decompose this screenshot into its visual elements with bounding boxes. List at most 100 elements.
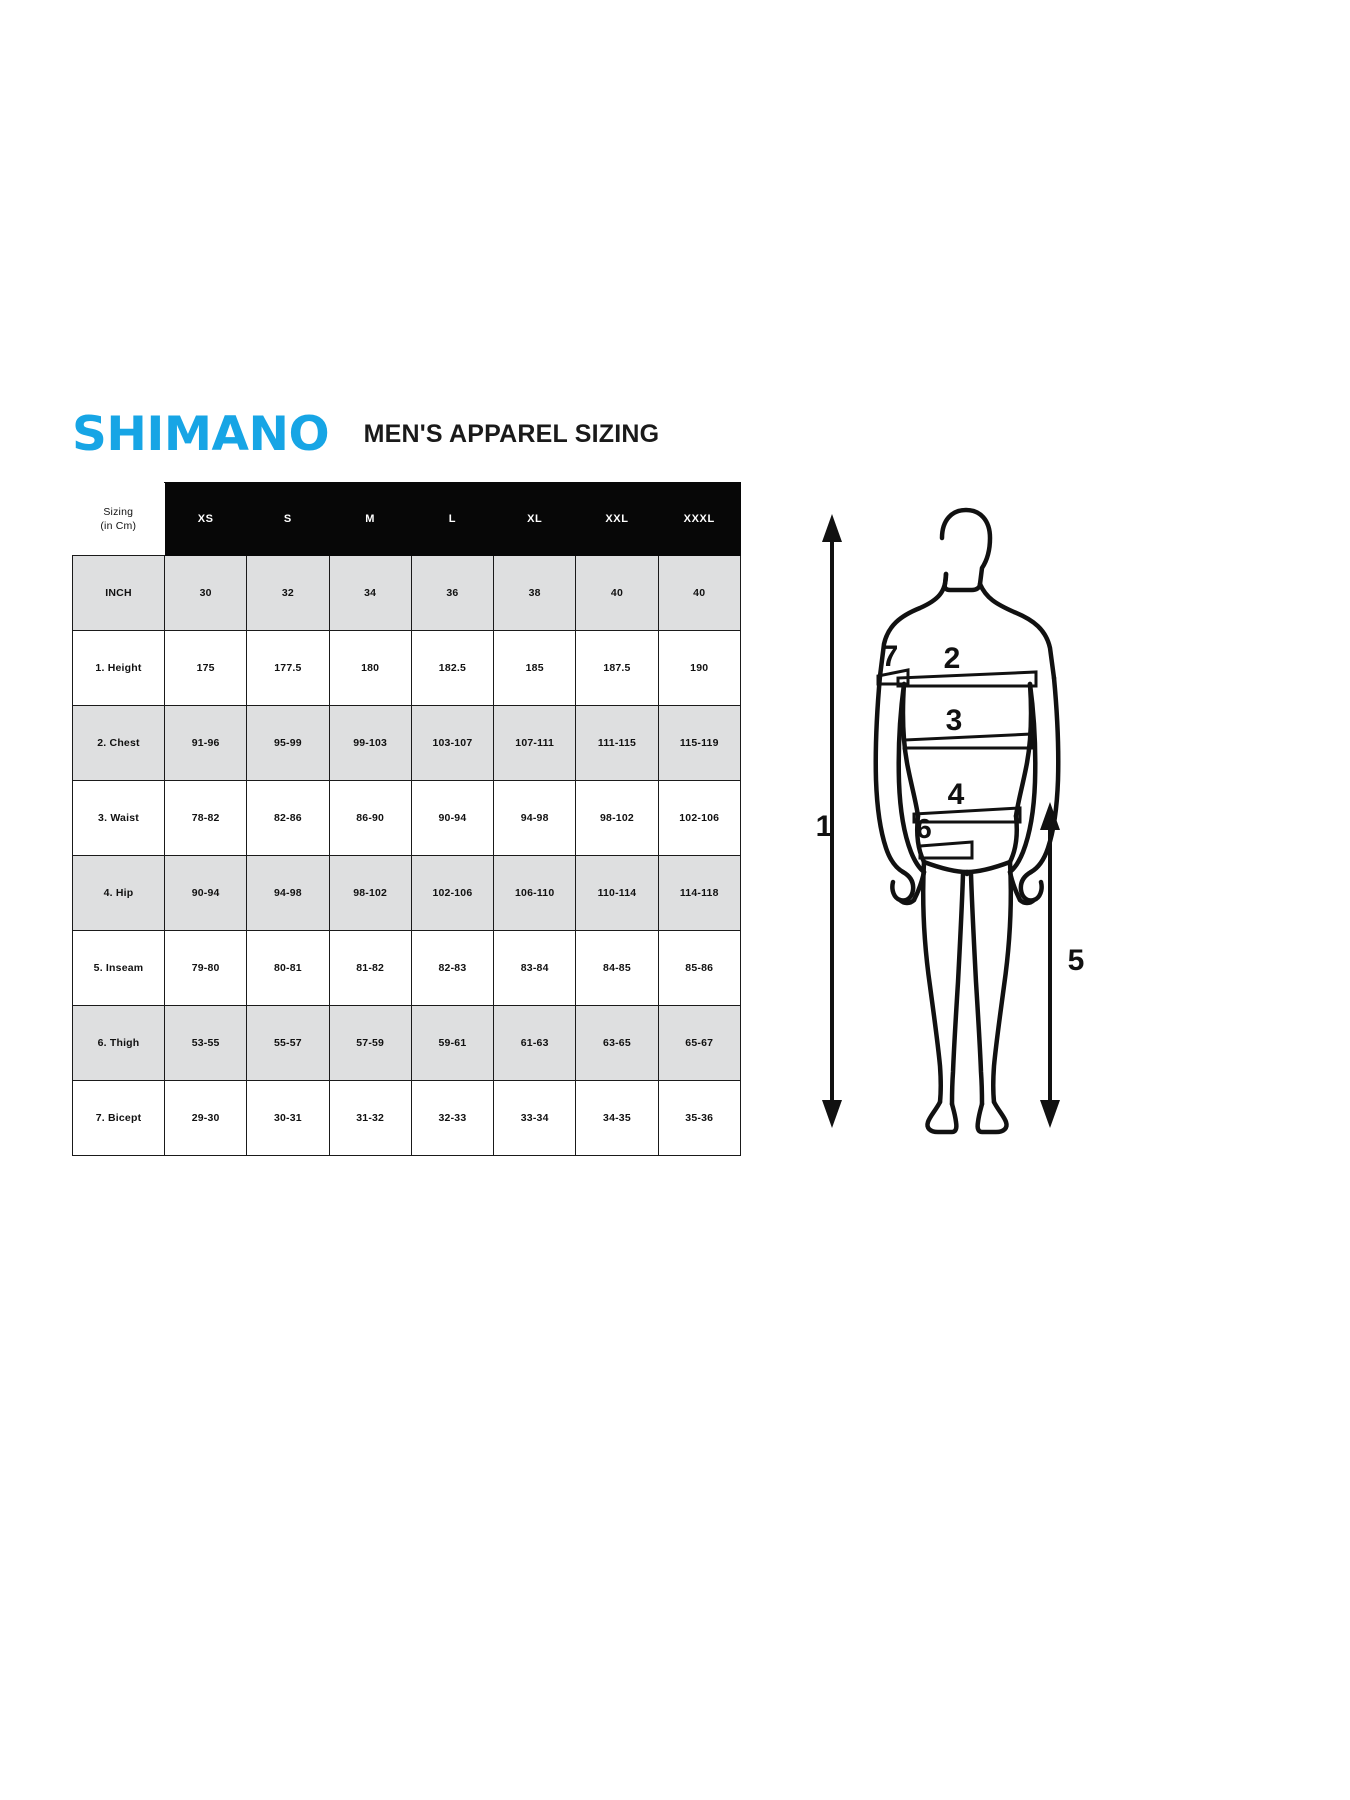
cell-bicept-s: 30-31 [246,1080,330,1156]
cell-bicept-xxl: 34-35 [575,1080,659,1156]
cell-thigh-xxl: 63-65 [575,1005,659,1081]
cell-waist-l: 90-94 [410,780,495,856]
chart-header: SHIMANO MEN'S APPAREL SIZING [72,405,772,463]
cell-hip-xs: 90-94 [163,855,248,931]
cell-height-xs: 175 [163,630,248,706]
cell-chest-xl: 107-111 [493,705,577,781]
cell-hip-xxl: 110-114 [575,855,659,931]
cell-thigh-s: 55-57 [246,1005,330,1081]
cell-chest-xxxl: 115-119 [657,705,741,781]
column-header-xxxl: XXXL [657,482,741,556]
sizing-table: Sizing (in Cm) XS S M L XL XXL XXXL INCH… [72,482,741,1156]
cell-waist-xxxl: 102-106 [657,780,741,856]
marker-chest: 2 [944,642,961,675]
cell-chest-m: 99-103 [328,705,412,781]
cell-inseam-l: 82-83 [410,930,495,1006]
table-row: 5. Inseam 79-80 80-81 81-82 82-83 83-84 … [72,930,741,1006]
body-measurement-diagram: 1 2 3 4 5 6 7 [800,500,1100,1140]
row-label-height: 1. Height [72,630,165,706]
marker-bicep: 7 [882,640,899,673]
shimano-logo: SHIMANO [72,406,330,462]
row-label-inseam: 5. Inseam [72,930,165,1006]
table-row: 2. Chest 91-96 95-99 99-103 103-107 107-… [72,705,741,781]
cell-height-xl: 185 [493,630,577,706]
cell-height-xxl: 187.5 [575,630,659,706]
row-label-inch: INCH [72,555,165,631]
cell-inch-s: 32 [246,555,330,631]
table-row: 1. Height 175 177.5 180 182.5 185 187.5 … [72,630,741,706]
table-row: 3. Waist 78-82 82-86 86-90 90-94 94-98 9… [72,780,741,856]
bicep-band [876,668,910,686]
height-arrow-icon [822,514,842,1128]
column-header-l: L [410,482,495,556]
cell-hip-xl: 106-110 [493,855,577,931]
row-label-waist: 3. Waist [72,780,165,856]
column-header-xs: XS [163,482,248,556]
waist-band [902,732,1034,750]
marker-hip: 4 [948,778,965,811]
cell-inseam-xxxl: 85-86 [657,930,741,1006]
table-row: 7. Bicept 29-30 30-31 31-32 32-33 33-34 … [72,1080,741,1156]
thigh-band [918,840,974,860]
cell-chest-s: 95-99 [246,705,330,781]
cell-chest-xxl: 111-115 [575,705,659,781]
cell-inch-xs: 30 [163,555,248,631]
column-header-m: M [328,482,412,556]
table-header-row: Sizing (in Cm) XS S M L XL XXL XXXL [72,482,741,556]
cell-bicept-m: 31-32 [328,1080,412,1156]
cell-bicept-xxxl: 35-36 [657,1080,741,1156]
cell-inseam-m: 81-82 [328,930,412,1006]
hip-band [912,806,1022,824]
cell-chest-l: 103-107 [410,705,495,781]
cell-hip-s: 94-98 [246,855,330,931]
cell-waist-xs: 78-82 [163,780,248,856]
cell-inch-xxl: 40 [575,555,659,631]
cell-waist-s: 82-86 [246,780,330,856]
cell-inch-xxxl: 40 [657,555,741,631]
row-label-chest: 2. Chest [72,705,165,781]
corner-label-line1: Sizing [103,505,134,518]
marker-height: 1 [816,810,833,843]
marker-waist: 3 [946,704,963,737]
marker-thigh: 6 [916,813,932,844]
human-body-outline-icon [873,507,1061,1135]
cell-inseam-xxl: 84-85 [575,930,659,1006]
cell-inseam-xs: 79-80 [163,930,248,1006]
cell-height-l: 182.5 [410,630,495,706]
inseam-arrow-icon [1040,802,1060,1128]
cell-thigh-xxxl: 65-67 [657,1005,741,1081]
cell-hip-l: 102-106 [410,855,495,931]
measurement-bands [876,668,1038,860]
page-title: MEN'S APPAREL SIZING [363,419,660,448]
cell-inseam-xl: 83-84 [493,930,577,1006]
cell-thigh-xl: 61-63 [493,1005,577,1081]
table-row: INCH 30 32 34 36 38 40 40 [72,555,741,631]
cell-inch-xl: 38 [493,555,577,631]
cell-hip-xxxl: 114-118 [657,855,741,931]
marker-inseam: 5 [1068,944,1085,977]
column-header-s: S [246,482,330,556]
chest-band [896,670,1038,688]
cell-waist-m: 86-90 [328,780,412,856]
corner-label: Sizing (in Cm) [72,482,165,556]
table-row: 6. Thigh 53-55 55-57 57-59 59-61 61-63 6… [72,1005,741,1081]
cell-thigh-xs: 53-55 [163,1005,248,1081]
cell-bicept-l: 32-33 [410,1080,495,1156]
row-label-bicept: 7. Bicept [72,1080,165,1156]
row-label-hip: 4. Hip [72,855,165,931]
cell-waist-xxl: 98-102 [575,780,659,856]
cell-inch-l: 36 [410,555,495,631]
column-header-xxl: XXL [575,482,659,556]
cell-height-m: 180 [328,630,412,706]
column-header-xl: XL [493,482,577,556]
table-row: 4. Hip 90-94 94-98 98-102 102-106 106-11… [72,855,741,931]
cell-chest-xs: 91-96 [163,705,248,781]
cell-hip-m: 98-102 [328,855,412,931]
cell-inseam-s: 80-81 [246,930,330,1006]
cell-height-xxxl: 190 [657,630,741,706]
corner-label-line2: (in Cm) [100,519,137,532]
cell-thigh-l: 59-61 [410,1005,495,1081]
cell-thigh-m: 57-59 [328,1005,412,1081]
cell-bicept-xl: 33-34 [493,1080,577,1156]
